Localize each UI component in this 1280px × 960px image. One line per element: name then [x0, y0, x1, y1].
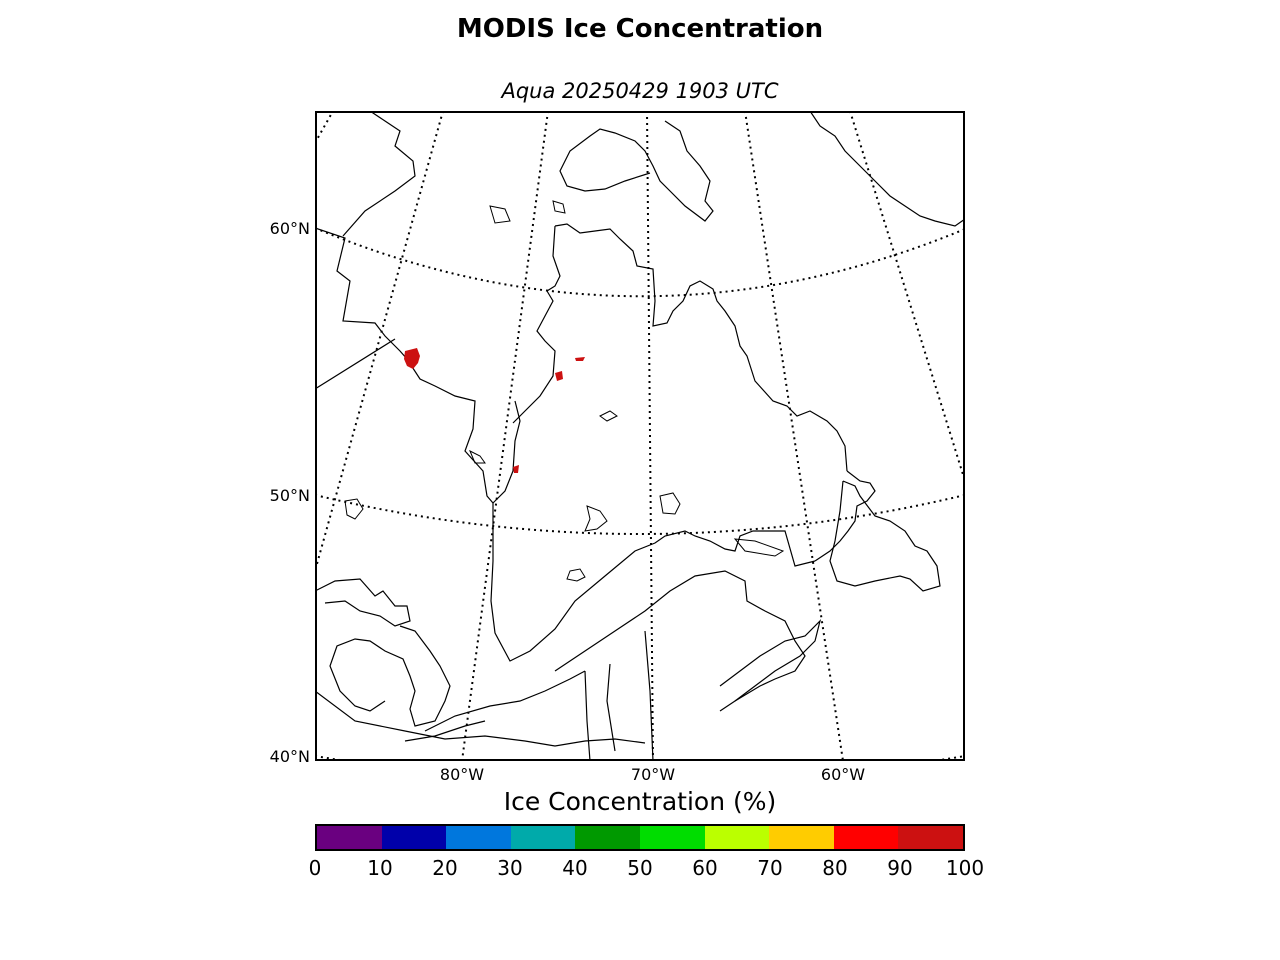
ungava-coast — [554, 223, 848, 472]
colorbar-segment — [639, 826, 705, 849]
meridian-90w — [315, 111, 334, 144]
colorbar-segment — [575, 826, 640, 849]
colorbar-tick-label: 70 — [757, 856, 783, 880]
hudson-bay-west-coast — [315, 227, 494, 504]
anticosti-island — [733, 538, 785, 557]
meridian-70w — [646, 111, 654, 761]
colorbar-tick-label: 10 — [367, 856, 393, 880]
lake-mistassini — [584, 505, 608, 532]
quebec-west-coast — [512, 225, 561, 424]
great-lakes-huron-michigan — [329, 625, 451, 727]
colorbar-segment — [317, 826, 382, 849]
colorbar-segment — [446, 826, 511, 849]
lon-label-70w: 70°W — [630, 765, 676, 784]
map-border — [315, 111, 965, 761]
map-panel — [315, 111, 965, 761]
baffin-island — [559, 120, 714, 222]
lat-label-60n: 60°N — [269, 219, 310, 238]
lon-label-60w: 60°W — [820, 765, 866, 784]
lon-label-80w: 80°W — [439, 765, 485, 784]
colorbar-tick-label: 80 — [822, 856, 848, 880]
labrador-coast — [814, 470, 876, 562]
colorbar-tick-label: 100 — [945, 856, 985, 880]
colorbar-tick-label: 50 — [627, 856, 653, 880]
lake-nipigon — [344, 498, 364, 520]
graticule-parallels — [315, 227, 965, 761]
coastlines — [315, 111, 965, 761]
colorbar-tick-label: 20 — [432, 856, 458, 880]
colorbar-segment — [898, 826, 963, 849]
parallel-60n — [315, 227, 965, 298]
baffin-bay-coast — [809, 111, 965, 227]
great-lakes-erie-ontario — [404, 670, 586, 742]
manitoba-ontario-border — [315, 338, 396, 390]
colorbar-tick-label: 60 — [692, 856, 718, 880]
us-state-borders — [315, 630, 654, 761]
newfoundland — [829, 480, 941, 592]
colorbar-label: Ice Concentration (%) — [503, 787, 777, 816]
hudson-strait-island — [552, 200, 566, 214]
hudson-bay-north-coast — [342, 111, 416, 237]
colorbar-segment — [381, 826, 447, 849]
ice-patch-quebec-north — [575, 357, 585, 361]
colorbar-tick-label: 40 — [562, 856, 588, 880]
ice-patch-james-bay — [513, 465, 519, 473]
meridian-85w — [315, 111, 444, 572]
great-lakes-superior — [315, 578, 411, 627]
graticule-meridians — [315, 111, 965, 761]
mansel-island — [489, 205, 511, 224]
lake-caniapiscau — [599, 410, 618, 422]
lake-manicouagan — [659, 492, 681, 515]
lake-st-jean — [566, 568, 586, 582]
lat-label-50n: 50°N — [269, 486, 310, 505]
colorbar-segment — [704, 826, 770, 849]
meridian-65w — [744, 111, 844, 761]
colorbar-segment — [510, 826, 576, 849]
plot-subtitle: Aqua 20250429 1903 UTC — [501, 79, 779, 103]
colorbar-tick-label: 30 — [497, 856, 523, 880]
st-lawrence-south-shore — [554, 570, 806, 712]
ice-patches — [404, 348, 585, 473]
lat-label-40n: 40°N — [269, 747, 310, 766]
map-background — [315, 111, 965, 761]
st-lawrence-north-shore — [490, 503, 816, 662]
colorbar-tick-label: 0 — [308, 856, 322, 880]
colorbar-segment — [833, 826, 899, 849]
lakes — [344, 200, 785, 582]
plot-title: MODIS Ice Concentration — [456, 14, 824, 44]
ice-patch-quebec-central — [555, 371, 563, 381]
colorbar — [315, 824, 965, 851]
map-canvas — [315, 111, 965, 761]
colorbar-segment — [769, 826, 834, 849]
meridian-60w — [849, 111, 965, 482]
ice-patch-hudson-bay-west — [404, 348, 420, 369]
colorbar-tick-label: 90 — [887, 856, 913, 880]
belcher-islands — [469, 449, 486, 464]
nova-scotia — [719, 619, 822, 702]
meridian-80w — [461, 111, 549, 761]
